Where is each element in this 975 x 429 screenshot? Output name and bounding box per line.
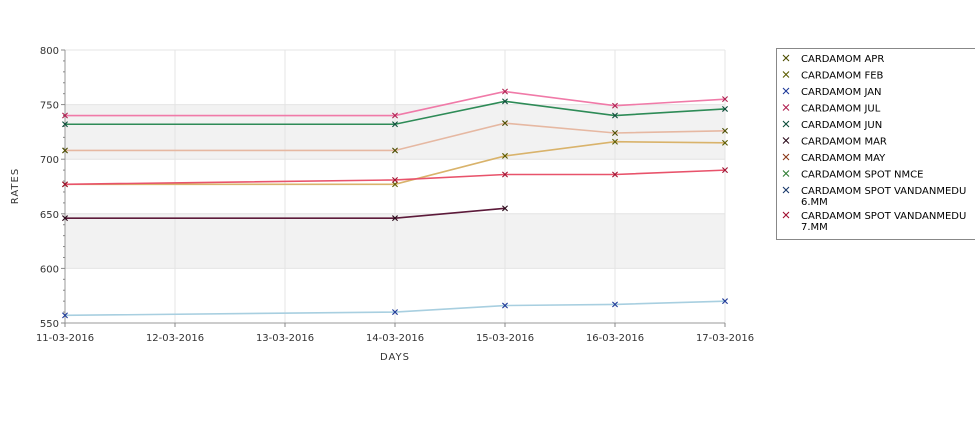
legend-label: 6.MM bbox=[801, 197, 828, 208]
legend-label: CARDAMOM SPOT NMCE bbox=[801, 170, 923, 181]
data-point-marker bbox=[502, 120, 508, 127]
data-point-marker bbox=[62, 121, 68, 128]
data-point-marker bbox=[392, 181, 398, 188]
data-point-marker bbox=[722, 139, 728, 146]
x-axis-title: DAYS bbox=[380, 352, 410, 363]
data-point-marker bbox=[62, 147, 68, 154]
y-tick-label: 700 bbox=[40, 155, 59, 166]
x-tick-label: 15-03-2016 bbox=[476, 333, 534, 344]
data-point-marker bbox=[62, 215, 68, 222]
legend-marker-icon bbox=[782, 120, 790, 128]
data-point-marker bbox=[502, 302, 508, 309]
legend-label: CARDAMOM MAY bbox=[801, 153, 886, 164]
legend-marker-icon bbox=[782, 211, 790, 219]
data-point-marker bbox=[62, 112, 68, 119]
legend-marker-icon bbox=[782, 71, 790, 78]
legend-box bbox=[776, 48, 975, 240]
data-point-marker bbox=[62, 181, 68, 188]
legend-marker-icon bbox=[782, 87, 790, 95]
data-point-marker bbox=[392, 176, 398, 183]
x-tick-label: 13-03-2016 bbox=[256, 333, 314, 344]
legend-marker-icon bbox=[782, 170, 790, 177]
y-tick-label: 550 bbox=[40, 319, 59, 330]
data-point-marker bbox=[502, 88, 508, 95]
data-point-marker bbox=[502, 205, 508, 212]
legend-label: CARDAMOM JUN bbox=[801, 120, 882, 131]
data-point-marker bbox=[722, 96, 728, 103]
data-point-marker bbox=[392, 112, 398, 119]
data-point-marker bbox=[392, 215, 398, 222]
legend-label: CARDAMOM SPOT VANDANMEDU bbox=[801, 211, 966, 222]
legend-label: CARDAMOM FEB bbox=[801, 71, 884, 82]
x-tick-label: 17-03-2016 bbox=[696, 333, 754, 344]
data-point-marker bbox=[612, 112, 618, 119]
data-point-marker bbox=[612, 171, 618, 178]
data-point-marker bbox=[502, 98, 508, 105]
legend-label: CARDAMOM MAR bbox=[801, 137, 887, 148]
data-point-marker bbox=[722, 127, 728, 134]
legend-marker-icon bbox=[782, 137, 790, 144]
y-tick-label: 800 bbox=[40, 46, 59, 57]
series-lines bbox=[62, 88, 728, 319]
legend-label: CARDAMOM SPOT VANDANMEDU bbox=[801, 186, 966, 197]
x-tick-label: 14-03-2016 bbox=[366, 333, 424, 344]
x-axis-ticks: 11-03-2016 12-03-2016 13-03-2016 14-03-2016… bbox=[36, 323, 754, 344]
y-tick-label: 600 bbox=[40, 264, 59, 275]
data-point-marker bbox=[612, 138, 618, 145]
legend-marker-icon bbox=[782, 54, 790, 62]
y-axis-title: RATES bbox=[10, 168, 21, 204]
x-tick-label: 16-03-2016 bbox=[586, 333, 644, 344]
legend-label: 7.MM bbox=[801, 222, 828, 233]
data-point-marker bbox=[392, 309, 398, 316]
data-point-marker bbox=[722, 167, 728, 174]
legend-marker-icon bbox=[782, 153, 790, 161]
legend-label: CARDAMOM APR bbox=[801, 54, 884, 65]
y-tick-label: 650 bbox=[40, 210, 59, 221]
data-point-marker bbox=[392, 147, 398, 154]
data-point-marker bbox=[502, 171, 508, 178]
legend-marker-icon bbox=[782, 104, 790, 111]
x-tick-label: 11-03-2016 bbox=[36, 333, 94, 344]
data-point-marker bbox=[502, 152, 508, 159]
data-point-marker bbox=[612, 130, 618, 136]
data-point-marker bbox=[62, 312, 68, 319]
x-tick-label: 12-03-2016 bbox=[146, 333, 204, 344]
data-point-marker bbox=[612, 301, 618, 308]
legend-label: CARDAMOM JAN bbox=[801, 87, 882, 98]
data-point-marker bbox=[722, 298, 728, 305]
data-point-marker bbox=[392, 121, 398, 128]
y-axis-ticks: 550 600 650 700 750 800 bbox=[40, 46, 65, 330]
legend-label: CARDAMOM JUL bbox=[801, 104, 881, 115]
grid-lines bbox=[64, 49, 726, 324]
legend: CARDAMOM APR CARDAMOM FEB CARDAMOM JAN CARD… bbox=[776, 48, 975, 240]
data-point-marker bbox=[722, 105, 728, 112]
data-point-marker bbox=[612, 102, 618, 109]
y-tick-label: 750 bbox=[40, 101, 59, 112]
legend-marker-icon bbox=[782, 186, 790, 194]
